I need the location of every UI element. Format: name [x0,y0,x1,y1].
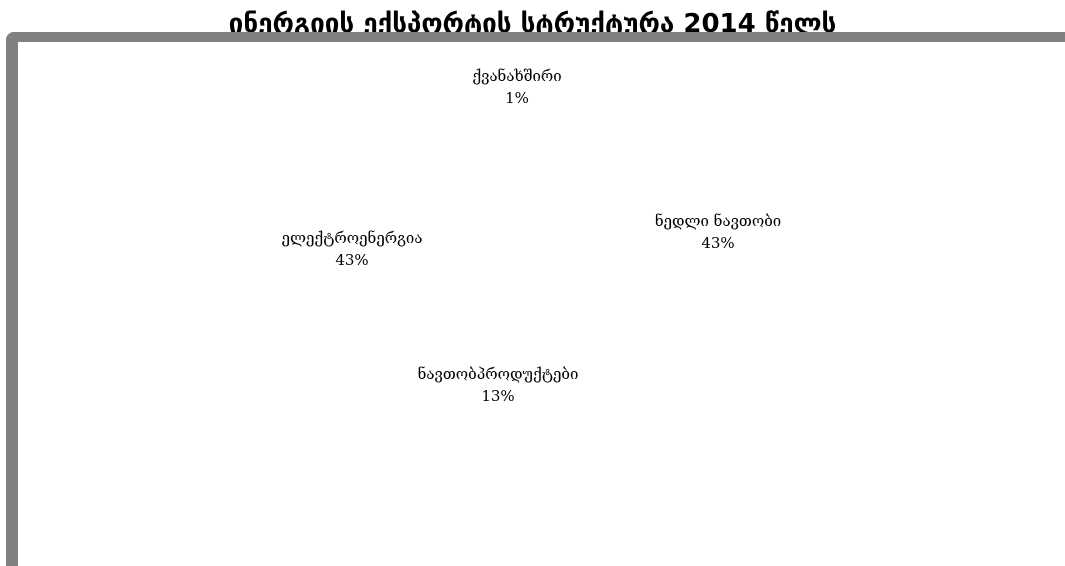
pie-slice-2 [525,55,726,441]
chart-title: ინერგიის ექსპორტის სტრუქტურა 2014 წელს [228,9,837,34]
slice-value-label: 13% [481,387,514,405]
pie-slice-1 [525,55,538,255]
slice-category-label: ნავთობპროდუქტები [418,365,579,383]
slice-value-label: 1% [505,89,529,107]
pie-slice-4 [324,55,525,436]
slice-category-label: ელექტროენერგია [282,229,423,247]
slice-value-label: 43% [701,234,734,252]
pie-slice-3 [439,255,599,455]
slice-category-label: ნედლი ნავთობი [655,212,781,230]
slice-category-label: ქვანახშირი [472,67,561,85]
slice-value-label: 43% [335,251,368,269]
